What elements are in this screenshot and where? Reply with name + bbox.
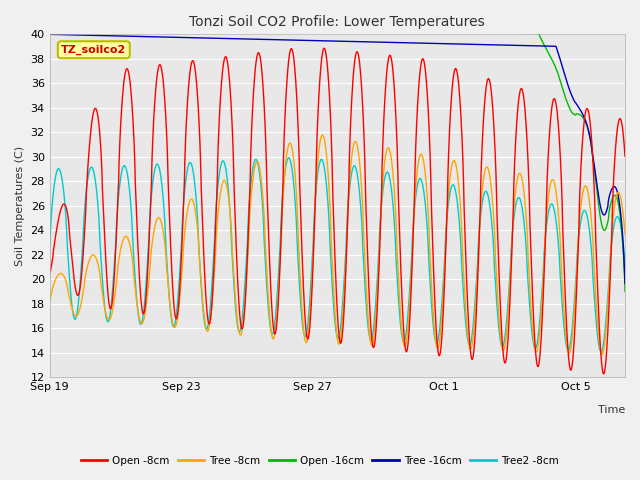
- Tree2 -8cm: [150, 170, 158, 176]
- Open -8cm: [420, 58, 428, 64]
- Open -16cm: [150, 22, 158, 27]
- Tree -8cm: [598, 351, 606, 357]
- Tree2 -8cm: [391, 228, 399, 234]
- Open -8cm: [150, 109, 158, 115]
- Tree -8cm: [319, 132, 326, 138]
- Tree -16cm: [391, 40, 399, 46]
- Tree -8cm: [266, 311, 273, 317]
- Open -8cm: [391, 94, 399, 99]
- Tree -16cm: [621, 280, 629, 286]
- Line: Tree -16cm: Tree -16cm: [50, 35, 625, 283]
- Tree -8cm: [519, 180, 527, 186]
- Tree -8cm: [391, 196, 399, 202]
- Open -16cm: [391, 27, 399, 33]
- Tree2 -8cm: [266, 318, 273, 324]
- Tree -8cm: [476, 233, 483, 239]
- Tree2 -8cm: [597, 349, 605, 355]
- Tree -8cm: [150, 227, 158, 233]
- Line: Tree2 -8cm: Tree2 -8cm: [50, 158, 625, 352]
- Open -16cm: [46, 19, 54, 25]
- Text: Time: Time: [598, 405, 625, 415]
- Y-axis label: Soil Temperatures (C): Soil Temperatures (C): [15, 146, 25, 266]
- Tree2 -8cm: [476, 230, 483, 236]
- Line: Open -16cm: Open -16cm: [50, 22, 625, 292]
- Line: Tree -8cm: Tree -8cm: [50, 135, 625, 354]
- Tree -16cm: [266, 36, 273, 42]
- Legend: Open -8cm, Tree -8cm, Open -16cm, Tree -16cm, Tree2 -8cm: Open -8cm, Tree -8cm, Open -16cm, Tree -…: [77, 452, 563, 470]
- Tree -16cm: [519, 43, 527, 48]
- Tree -8cm: [46, 298, 54, 303]
- Open -8cm: [519, 89, 527, 95]
- Open -16cm: [475, 29, 483, 35]
- Open -8cm: [320, 46, 328, 51]
- Tree -16cm: [46, 32, 54, 37]
- Title: Tonzi Soil CO2 Profile: Lower Temperatures: Tonzi Soil CO2 Profile: Lower Temperatur…: [189, 15, 485, 29]
- Open -16cm: [519, 30, 527, 36]
- Open -8cm: [621, 154, 629, 159]
- Tree -8cm: [621, 232, 629, 238]
- Tree -16cm: [475, 42, 483, 48]
- Tree -16cm: [150, 34, 158, 40]
- Open -16cm: [621, 289, 629, 295]
- Tree -16cm: [420, 40, 428, 46]
- Open -8cm: [476, 240, 483, 245]
- Tree2 -8cm: [621, 262, 629, 268]
- Tree2 -8cm: [420, 190, 428, 195]
- Tree -8cm: [420, 160, 428, 166]
- Text: TZ_soilco2: TZ_soilco2: [61, 45, 127, 55]
- Open -16cm: [420, 28, 428, 34]
- Tree2 -8cm: [519, 209, 527, 215]
- Open -8cm: [266, 256, 273, 262]
- Open -8cm: [600, 371, 607, 377]
- Tree2 -8cm: [285, 155, 292, 161]
- Tree2 -8cm: [46, 244, 54, 250]
- Open -8cm: [46, 271, 54, 277]
- Line: Open -8cm: Open -8cm: [50, 48, 625, 374]
- Open -16cm: [266, 24, 273, 30]
